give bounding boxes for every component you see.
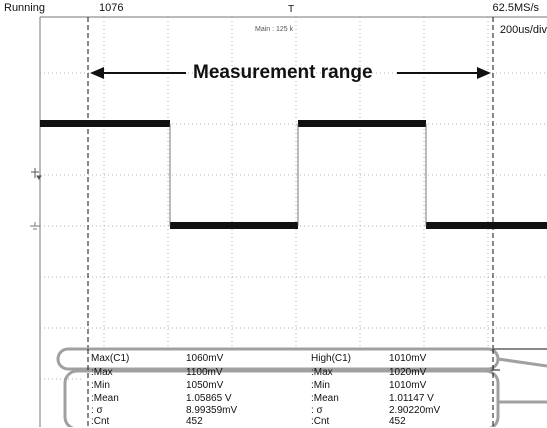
measurement-range-label: Measurement range — [193, 62, 373, 83]
left-param-name: Max(C1) — [91, 353, 130, 364]
left-stat-name: :Max — [91, 367, 113, 378]
left-stat-value: 452 — [186, 416, 203, 427]
sample-rate: 62.5MS/s — [492, 2, 539, 14]
right-param-value: 1010mV — [389, 353, 427, 364]
range-arrow — [90, 67, 491, 79]
right-param-name: High(C1) — [311, 353, 352, 364]
right-stat-name: :Min — [311, 380, 330, 391]
left-stat-value: 1.05865 V — [186, 393, 232, 404]
left-stat-value: 1050mV — [186, 380, 224, 391]
left-stat-value: 1100mV — [186, 367, 223, 378]
right-stat-value: 452 — [389, 416, 406, 427]
run-status: Running — [4, 2, 45, 14]
right-stat-value: 1.01147 V — [389, 393, 434, 404]
left-stat-value: 8.99359mV — [186, 405, 238, 416]
measurement-panel-bg — [84, 349, 547, 427]
trigger-level-marker[interactable] — [31, 168, 42, 180]
right-stat-name: :Max — [311, 367, 333, 378]
left-stat-name: :Min — [91, 380, 110, 391]
right-stat-value: 1020mV — [389, 367, 427, 378]
left-stat-name: : σ — [91, 405, 103, 416]
waveform-edges — [169, 124, 427, 226]
right-stat-name: : σ — [311, 405, 323, 416]
left-param-value: 1060mV — [186, 353, 224, 364]
highlight-outline — [56, 347, 547, 427]
right-stat-name: :Mean — [311, 393, 339, 404]
left-stat-name: :Cnt — [91, 416, 110, 427]
ground-marker — [30, 222, 40, 230]
channel1-waveform — [40, 120, 547, 229]
main-record-length: Main : 125 k — [255, 26, 294, 33]
right-stat-value: 1010mV — [389, 380, 427, 391]
acquisition-count: 1076 — [99, 2, 124, 14]
right-stat-name: :Cnt — [311, 416, 330, 427]
right-stat-value: 2.90220mV — [389, 405, 441, 416]
trigger-position-icon[interactable]: T — [288, 4, 295, 15]
left-stat-name: :Mean — [91, 393, 119, 404]
time-per-division[interactable]: 200us/div — [496, 22, 547, 38]
